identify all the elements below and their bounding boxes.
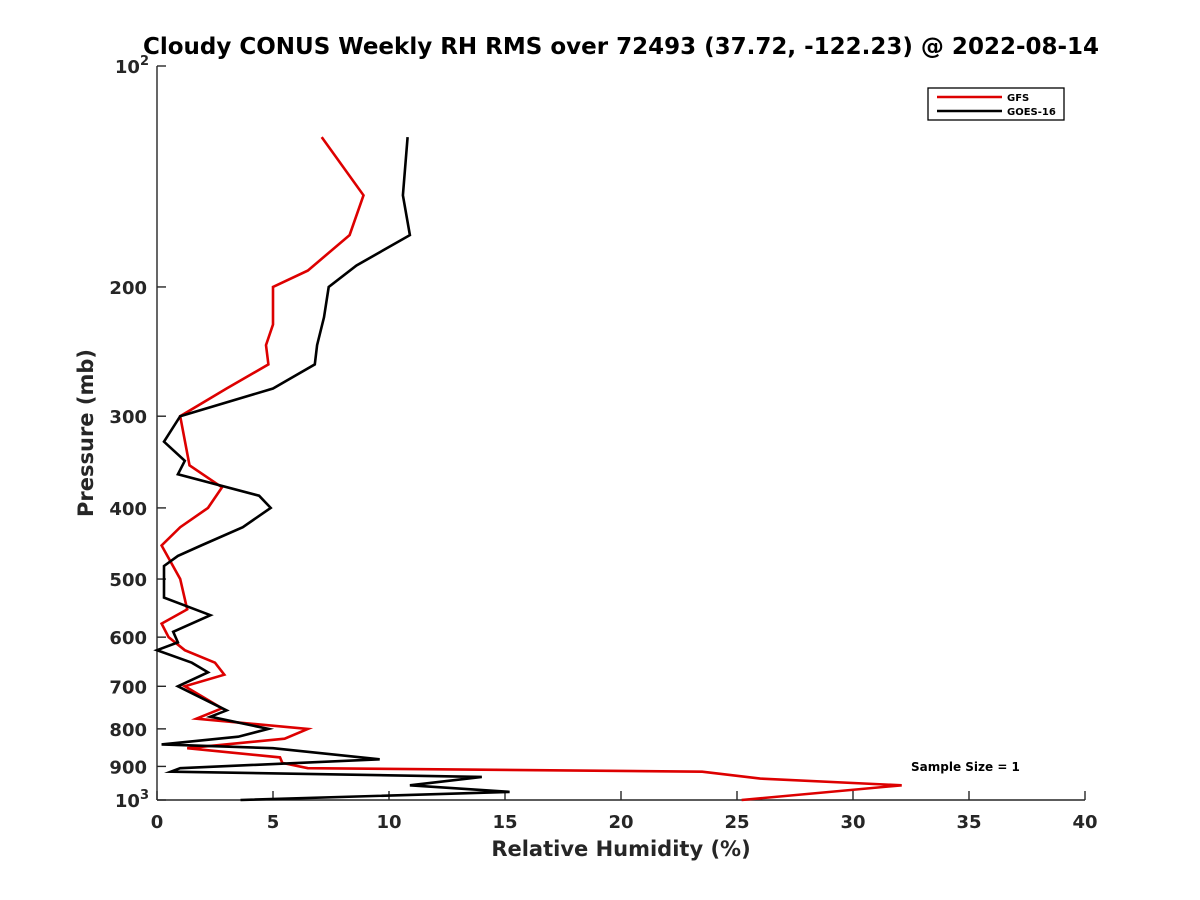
y-tick-label: 200 bbox=[109, 278, 147, 299]
x-tick-label: 30 bbox=[840, 812, 865, 833]
y-tick-label: 500 bbox=[109, 570, 147, 591]
chart-title: Cloudy CONUS Weekly RH RMS over 72493 (3… bbox=[143, 34, 1099, 60]
y-axis-ticks: 102 200 300 400 500 600 700 800 900 103 bbox=[109, 54, 166, 812]
x-tick-label: 20 bbox=[608, 812, 633, 833]
y-tick-label: 900 bbox=[109, 757, 147, 778]
y-tick-exponent: 3 bbox=[140, 788, 149, 803]
x-axis-ticks: 0 5 10 15 20 25 30 35 40 bbox=[151, 791, 1098, 833]
legend-label: GOES-16 bbox=[1007, 107, 1056, 118]
x-tick-label: 10 bbox=[376, 812, 401, 833]
x-tick-label: 40 bbox=[1072, 812, 1097, 833]
x-tick-label: 15 bbox=[492, 812, 517, 833]
y-axis-label: Pressure (mb) bbox=[74, 349, 98, 517]
legend-label: GFS bbox=[1007, 93, 1029, 104]
y-tick-label: 102 bbox=[115, 54, 149, 78]
y-tick-label: 300 bbox=[109, 407, 147, 428]
sample-size-annotation: Sample Size = 1 bbox=[911, 760, 1020, 774]
x-tick-label: 25 bbox=[724, 812, 749, 833]
axes bbox=[156, 66, 1085, 801]
series-line-gfs bbox=[159, 136, 902, 802]
y-tick-exponent: 2 bbox=[140, 54, 149, 69]
y-tick-label: 400 bbox=[109, 499, 147, 520]
series-lines bbox=[153, 136, 902, 802]
y-tick-label: 800 bbox=[109, 720, 147, 741]
x-tick-label: 35 bbox=[956, 812, 981, 833]
legend-box bbox=[927, 87, 1065, 121]
y-tick-label: 600 bbox=[109, 628, 147, 649]
x-axis-label: Relative Humidity (%) bbox=[491, 837, 750, 861]
legend: GFS GOES-16 bbox=[927, 87, 1065, 121]
x-tick-label: 5 bbox=[267, 812, 280, 833]
y-tick-label: 700 bbox=[109, 677, 147, 698]
series-line-goes-16 bbox=[153, 136, 510, 802]
x-tick-label: 0 bbox=[151, 812, 164, 833]
y-tick-label: 103 bbox=[115, 788, 149, 812]
